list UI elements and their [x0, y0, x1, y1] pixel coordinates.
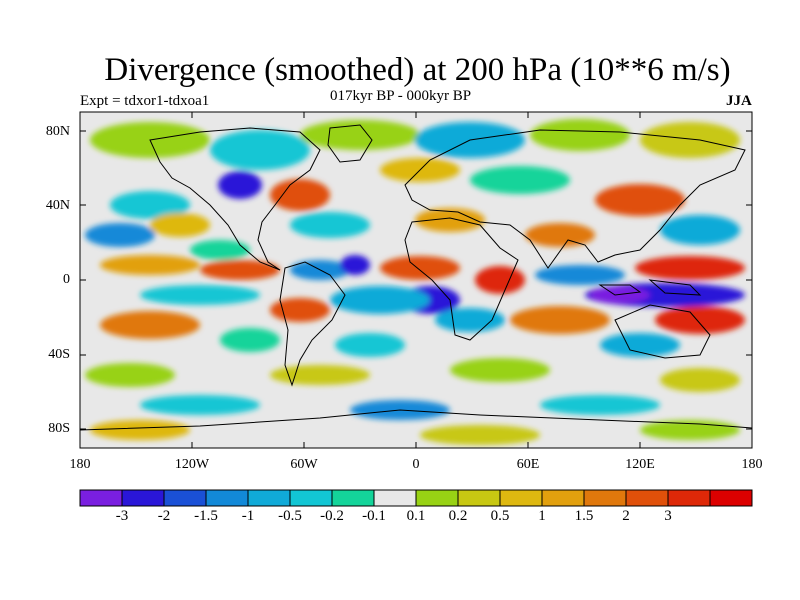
colorbar-label: -1.5	[194, 508, 218, 524]
colorbar-label: -3	[115, 508, 129, 524]
colorbar-label: -0.5	[278, 508, 302, 524]
lat-label-80s: 80S	[48, 421, 70, 436]
colorbar-box	[121, 489, 165, 507]
lon-label-120e: 120E	[625, 457, 655, 472]
colorbar-label: 1.5	[574, 508, 594, 524]
colorbar	[79, 489, 753, 507]
season-label: JJA	[726, 93, 752, 109]
colorbar-box	[247, 489, 291, 507]
lat-label-80n: 80N	[45, 124, 70, 139]
map-subtitle: 017kyr BP - 000kyr BP	[330, 88, 472, 104]
lat-label-40s: 40S	[48, 347, 70, 362]
colorbar-box	[709, 489, 753, 507]
colorbar-label: 3	[664, 508, 672, 524]
colorbar-label: 2	[622, 508, 630, 524]
divergence-field	[80, 112, 752, 448]
lon-label-120w: 120W	[174, 457, 210, 472]
lat-label-40n: 40N	[45, 198, 70, 213]
lon-label-180e: 180	[741, 457, 763, 472]
colorbar-label: 1	[538, 508, 546, 524]
lon-label-180w: 180	[69, 457, 91, 472]
coastlines	[80, 124, 752, 431]
map-title: Divergence (smoothed) at 200 hPa (10**6 …	[104, 52, 731, 88]
colorbar-label: -0.2	[320, 508, 344, 524]
colorbar-label: -2	[157, 508, 171, 524]
colorbar-box	[331, 489, 375, 507]
colorbar-box	[205, 489, 249, 507]
colorbar-box	[625, 489, 669, 507]
lon-label-60e: 60E	[516, 457, 540, 472]
colorbar-box	[415, 489, 459, 507]
colorbar-box	[457, 489, 501, 507]
lon-label-60w: 60W	[290, 457, 318, 472]
colorbar-box	[289, 489, 333, 507]
colorbar-box	[541, 489, 585, 507]
colorbar-label: -1	[241, 508, 255, 524]
lon-ticks	[79, 112, 753, 448]
colorbar-box	[373, 489, 417, 507]
colorbar-label: -0.1	[362, 508, 386, 524]
colorbar-label: 0.5	[490, 508, 510, 524]
colorbar-box	[79, 489, 123, 507]
experiment-label: Expt = tdxor1-tdxoa1	[80, 93, 210, 109]
colorbar-label: 0.1	[406, 508, 426, 524]
lon-label-0: 0	[412, 457, 420, 472]
colorbar-box	[499, 489, 543, 507]
lat-label-0: 0	[63, 272, 70, 287]
colorbar-box	[163, 489, 207, 507]
colorbar-box	[667, 489, 711, 507]
colorbar-label: 0.2	[448, 508, 468, 524]
lat-ticks	[80, 130, 752, 430]
colorbar-box	[583, 489, 627, 507]
